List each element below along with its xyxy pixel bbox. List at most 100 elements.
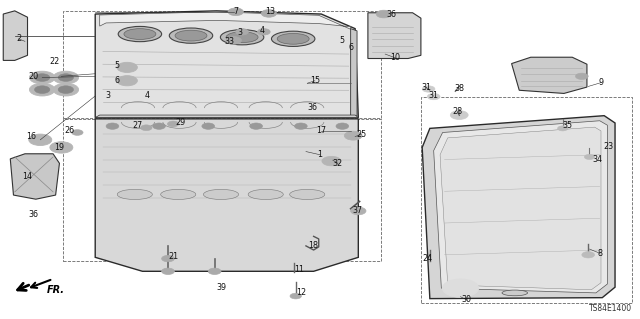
Circle shape: [106, 123, 119, 129]
Circle shape: [236, 29, 248, 35]
Circle shape: [443, 279, 478, 297]
Circle shape: [35, 74, 50, 81]
Text: 31: 31: [429, 92, 438, 100]
Circle shape: [117, 62, 138, 72]
Ellipse shape: [117, 189, 152, 199]
Circle shape: [226, 37, 241, 44]
Text: 10: 10: [390, 53, 401, 62]
Polygon shape: [351, 29, 357, 118]
Text: 13: 13: [265, 7, 275, 16]
Circle shape: [557, 126, 568, 131]
Ellipse shape: [290, 189, 324, 199]
Text: FR.: FR.: [47, 286, 65, 295]
Text: 14: 14: [22, 172, 33, 181]
Text: 36: 36: [307, 103, 317, 112]
Text: 25: 25: [356, 130, 367, 138]
Circle shape: [261, 10, 276, 17]
Circle shape: [351, 207, 366, 215]
Polygon shape: [10, 154, 60, 199]
Bar: [63, 11, 381, 118]
Ellipse shape: [277, 33, 309, 44]
Text: 36: 36: [387, 10, 397, 19]
Circle shape: [336, 123, 349, 129]
Circle shape: [35, 86, 50, 93]
Text: 34: 34: [593, 155, 603, 164]
Circle shape: [58, 86, 74, 93]
Text: 26: 26: [65, 126, 75, 135]
Text: 19: 19: [54, 143, 65, 152]
Polygon shape: [368, 13, 421, 58]
Polygon shape: [95, 119, 358, 271]
Text: 35: 35: [563, 121, 573, 130]
Text: 28: 28: [452, 108, 462, 116]
Circle shape: [376, 10, 392, 18]
Text: 18: 18: [308, 241, 319, 250]
Text: 15: 15: [310, 76, 320, 85]
Circle shape: [162, 256, 174, 262]
Circle shape: [294, 123, 307, 129]
Ellipse shape: [175, 30, 207, 41]
Circle shape: [422, 86, 435, 92]
Text: 5: 5: [115, 61, 120, 70]
Text: 2: 2: [16, 34, 21, 43]
Text: TS84E1400: TS84E1400: [589, 304, 632, 313]
Polygon shape: [95, 11, 358, 118]
Circle shape: [72, 130, 83, 135]
Text: 16: 16: [26, 132, 36, 141]
Text: 31: 31: [421, 83, 431, 92]
Ellipse shape: [124, 29, 156, 40]
Text: 9: 9: [598, 78, 604, 87]
Text: 33: 33: [224, 37, 234, 46]
Ellipse shape: [226, 32, 258, 43]
Text: 17: 17: [316, 126, 326, 135]
Text: 38: 38: [454, 85, 464, 93]
Text: 5: 5: [340, 36, 345, 45]
Circle shape: [208, 268, 221, 274]
Circle shape: [168, 121, 179, 127]
Circle shape: [58, 74, 74, 81]
Circle shape: [584, 154, 595, 160]
Text: 24: 24: [422, 254, 433, 263]
Circle shape: [141, 125, 152, 130]
Ellipse shape: [170, 28, 212, 43]
Ellipse shape: [271, 31, 315, 47]
Circle shape: [153, 123, 166, 129]
Text: 4: 4: [260, 26, 265, 35]
Text: 1: 1: [317, 150, 323, 159]
Text: 30: 30: [462, 295, 472, 304]
Text: 29: 29: [175, 117, 186, 127]
Text: 6: 6: [348, 43, 353, 52]
Polygon shape: [511, 57, 587, 93]
Circle shape: [50, 142, 73, 153]
Text: 20: 20: [29, 72, 39, 81]
Polygon shape: [3, 11, 28, 60]
Circle shape: [428, 93, 440, 100]
Circle shape: [451, 111, 468, 120]
Circle shape: [257, 29, 270, 35]
Polygon shape: [422, 116, 615, 299]
Circle shape: [29, 134, 52, 145]
Text: 8: 8: [597, 249, 602, 258]
Circle shape: [575, 73, 588, 79]
Bar: [63, 119, 381, 261]
Circle shape: [29, 71, 55, 84]
Text: 6: 6: [115, 76, 120, 85]
Circle shape: [250, 123, 262, 129]
Polygon shape: [440, 127, 601, 290]
Ellipse shape: [220, 30, 264, 45]
Text: 11: 11: [294, 264, 305, 274]
Text: 12: 12: [296, 288, 306, 297]
Circle shape: [290, 293, 301, 299]
Polygon shape: [95, 115, 358, 118]
Text: 21: 21: [168, 252, 178, 261]
Circle shape: [202, 123, 214, 129]
Text: 39: 39: [216, 283, 226, 292]
Circle shape: [29, 83, 55, 96]
Text: 27: 27: [133, 121, 143, 130]
Text: 4: 4: [145, 92, 150, 100]
Circle shape: [117, 76, 138, 86]
Text: 3: 3: [106, 92, 111, 100]
Circle shape: [162, 268, 174, 274]
Text: 36: 36: [29, 210, 39, 219]
Ellipse shape: [118, 26, 162, 42]
